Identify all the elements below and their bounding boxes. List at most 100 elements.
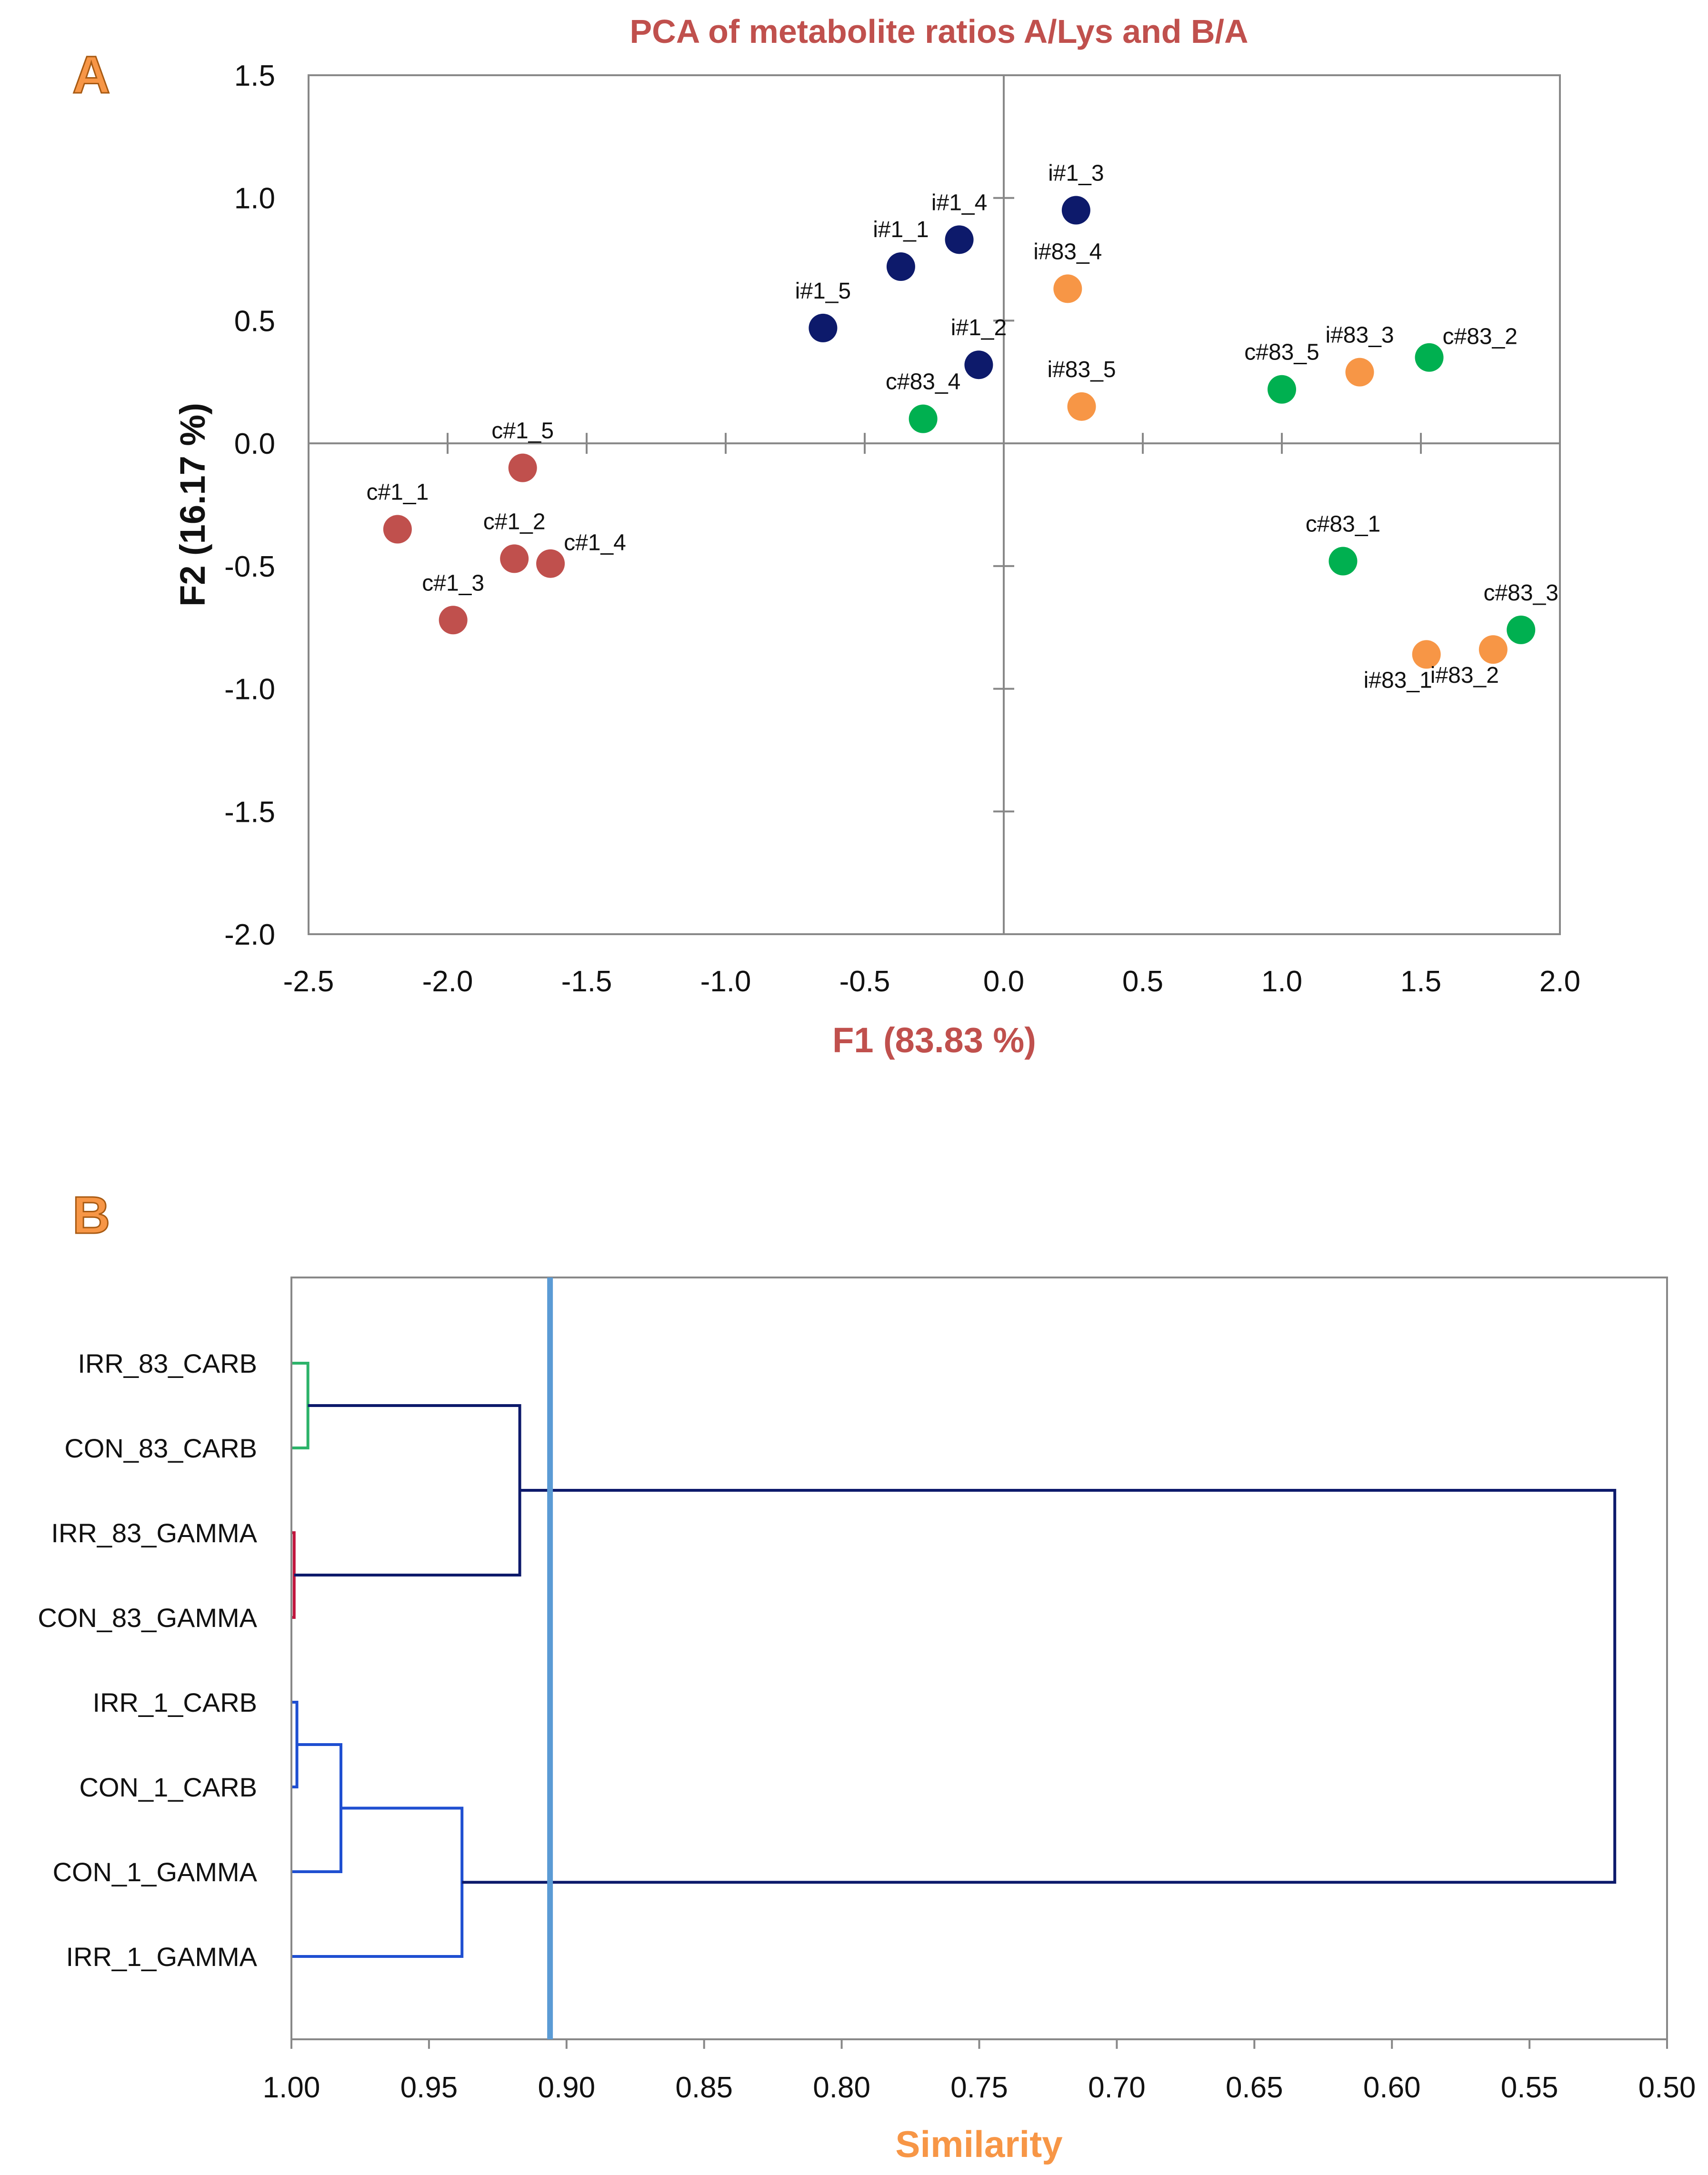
pca-x-tick-label: -1.5 bbox=[561, 965, 612, 998]
dendrogram-leaf-label: IRR_83_CARB bbox=[78, 1348, 257, 1378]
pca-point bbox=[1067, 392, 1096, 421]
pca-y-tick-labels: 1.5 1.0 0.5 0.0 -0.5 -1.0 -1.5 -2.0 bbox=[224, 60, 275, 951]
pca-y-axis-label: F2 (16.17 %) bbox=[173, 403, 212, 607]
pca-y-tick-label: -2.0 bbox=[224, 918, 275, 951]
pca-point-label: c#83_4 bbox=[886, 369, 960, 395]
pca-point bbox=[886, 252, 915, 281]
dendrogram-leaf-labels: IRR_83_CARB CON_83_CARB IRR_83_GAMMA CON_83… bbox=[38, 1348, 257, 1972]
pca-point bbox=[1478, 635, 1508, 664]
pca-point-label: i#83_1 bbox=[1364, 668, 1432, 693]
dendrogram-link bbox=[294, 1404, 521, 1576]
pca-x-tick-label: 0.0 bbox=[983, 965, 1024, 998]
pca-point-label: i#1_2 bbox=[951, 315, 1007, 340]
pca-point bbox=[383, 515, 412, 544]
dendrogram-x-tick-label: 0.55 bbox=[1501, 2071, 1558, 2104]
pca-x-axis-label: F1 (83.83 %) bbox=[832, 1020, 1036, 1060]
dendrogram-x-tick-label: 0.75 bbox=[950, 2071, 1008, 2104]
pca-point-label: c#83_2 bbox=[1443, 324, 1518, 349]
pca-y-tick-label: -1.0 bbox=[224, 673, 275, 706]
dendrogram-leaf-label: IRR_1_GAMMA bbox=[66, 1942, 258, 1972]
dendrogram-tree bbox=[292, 1362, 1617, 1958]
pca-axes bbox=[308, 74, 1561, 935]
panel-a-letter: A bbox=[72, 46, 110, 104]
pca-point bbox=[439, 606, 468, 635]
pca-x-tick-label: -1.0 bbox=[700, 965, 751, 998]
dendrogram-link bbox=[292, 1701, 299, 1788]
pca-point-label: i#83_4 bbox=[1033, 239, 1102, 264]
pca-y-tick-label: 1.5 bbox=[234, 60, 275, 92]
dendrogram-x-tick-label: 0.85 bbox=[675, 2071, 733, 2104]
dendrogram-x-tick-label: 0.90 bbox=[538, 2071, 595, 2104]
pca-chart-title: PCA of metabolite ratios A/Lys and B/A bbox=[629, 13, 1248, 50]
pca-point-label: c#83_3 bbox=[1483, 580, 1558, 606]
dendrogram-leaf-label: IRR_83_GAMMA bbox=[51, 1518, 257, 1548]
pca-y-tick-label: -1.5 bbox=[224, 796, 275, 828]
dendrogram-link bbox=[292, 1531, 296, 1619]
pca-point bbox=[1345, 358, 1374, 387]
pca-x-tick-labels: -2.5 -2.0 -1.5 -1.0 -0.5 0.0 0.5 1.0 1.5 2.0 bbox=[283, 965, 1581, 998]
dendrogram-x-tick-label: 0.60 bbox=[1363, 2071, 1421, 2104]
dendrogram-x-tick-label: 0.50 bbox=[1638, 2071, 1696, 2104]
dendrogram-link bbox=[292, 1362, 310, 1449]
pca-plot-area bbox=[308, 74, 1561, 935]
dendrogram-plot-area bbox=[290, 1277, 1668, 2040]
dendrogram-leaf-label: CON_1_CARB bbox=[80, 1772, 257, 1802]
panel-b-letter: B bbox=[72, 1186, 110, 1245]
pca-point bbox=[536, 549, 565, 578]
dendrogram-link bbox=[292, 1743, 343, 1873]
pca-point bbox=[1507, 615, 1536, 644]
pca-point-label: i#1_3 bbox=[1048, 160, 1104, 186]
pca-point-label: c#1_3 bbox=[422, 570, 484, 596]
dendrogram-x-tick-label: 0.95 bbox=[400, 2071, 458, 2104]
pca-point bbox=[1328, 547, 1358, 576]
pca-y-tick-label: 0.0 bbox=[234, 428, 275, 460]
dendrogram-x-tick-label: 1.00 bbox=[263, 2071, 320, 2104]
pca-point-label: i#83_5 bbox=[1047, 357, 1116, 382]
pca-points: c#1_1 c#1_2 c#1_3 c#1_4 c#1_5 i#1_1 i#1_2 i#1_3… bbox=[366, 160, 1558, 693]
pca-y-tick-label: -0.5 bbox=[224, 550, 275, 583]
pca-point bbox=[1061, 196, 1090, 225]
dendrogram-x-tick-label: 0.65 bbox=[1226, 2071, 1283, 2104]
pca-point bbox=[1053, 274, 1082, 303]
dendrogram-x-tick-label: 0.70 bbox=[1088, 2071, 1146, 2104]
dendrogram-leaf-label: IRR_1_CARB bbox=[93, 1687, 257, 1717]
pca-point-label: i#1_1 bbox=[873, 217, 929, 242]
pca-point-label: c#83_1 bbox=[1306, 512, 1380, 537]
pca-panel: A PCA of metabolite ratios A/Lys and B/A… bbox=[72, 13, 1581, 1060]
pca-y-tick-label: 1.0 bbox=[234, 182, 275, 215]
pca-point bbox=[1412, 640, 1441, 669]
pca-point bbox=[1415, 343, 1444, 372]
pca-point-label: c#1_1 bbox=[366, 480, 429, 505]
pca-x-tick-label: 0.5 bbox=[1122, 965, 1163, 998]
pca-point-label: c#1_2 bbox=[483, 509, 546, 534]
dendrogram-panel: B 1.00 0.95 0.90 0.85 0.80 0.75 0.70 0.65 0.60 0.… bbox=[38, 1186, 1696, 2165]
pca-point bbox=[508, 453, 537, 482]
pca-point bbox=[909, 404, 938, 433]
pca-point-label: i#1_5 bbox=[795, 279, 851, 304]
pca-x-tick-label: 1.0 bbox=[1261, 965, 1302, 998]
pca-point-label: c#1_5 bbox=[491, 419, 554, 444]
pca-x-tick-label: 1.5 bbox=[1400, 965, 1441, 998]
pca-point bbox=[809, 313, 838, 342]
pca-x-tick-label: -0.5 bbox=[839, 965, 890, 998]
dendrogram-x-tick-label: 0.80 bbox=[813, 2071, 870, 2104]
pca-point bbox=[500, 544, 529, 573]
pca-x-tick-label: -2.0 bbox=[422, 965, 473, 998]
dendrogram-x-axis-label: Similarity bbox=[895, 2123, 1062, 2165]
dendrogram-x-tick-labels: 1.00 0.95 0.90 0.85 0.80 0.75 0.70 0.65 0.60 0.55… bbox=[263, 2071, 1696, 2104]
pca-point bbox=[964, 350, 993, 379]
pca-point-label: c#1_4 bbox=[564, 530, 626, 556]
dendrogram-x-axis bbox=[290, 2039, 1668, 2049]
dendrogram-leaf-label: CON_83_CARB bbox=[64, 1433, 257, 1463]
dendrogram-link bbox=[462, 1489, 1617, 1884]
dendrogram-leaf-label: CON_83_GAMMA bbox=[38, 1603, 257, 1633]
pca-point bbox=[945, 225, 974, 254]
dendrogram-leaf-label: CON_1_GAMMA bbox=[53, 1857, 258, 1887]
pca-point-label: c#83_5 bbox=[1244, 340, 1319, 365]
pca-point bbox=[1268, 375, 1296, 404]
pca-y-tick-label: 0.5 bbox=[234, 305, 275, 338]
pca-point-label: i#83_2 bbox=[1430, 663, 1499, 688]
pca-x-tick-label: 2.0 bbox=[1539, 965, 1580, 998]
pca-point-label: i#83_3 bbox=[1325, 323, 1394, 348]
